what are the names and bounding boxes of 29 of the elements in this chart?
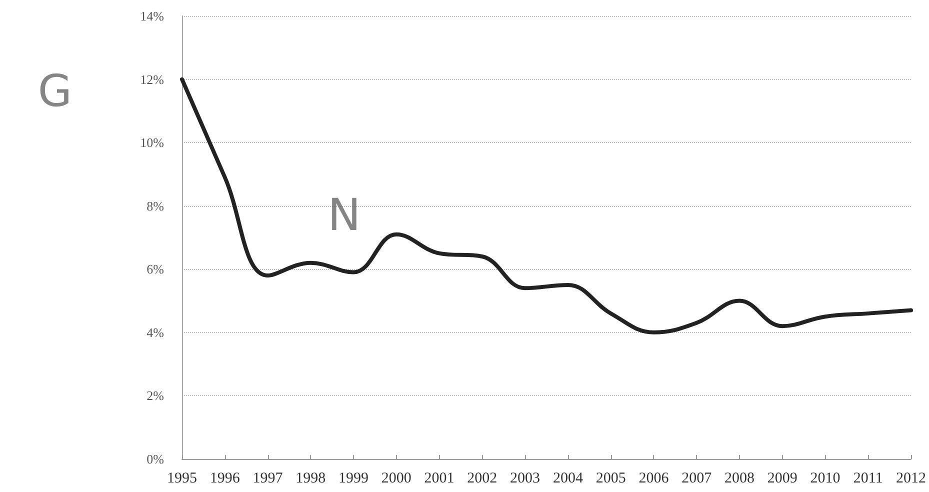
y-tick-label: 10% [140,135,164,150]
y-tick-label: 8% [146,198,164,214]
y-tick-label: 12% [140,72,164,87]
x-tick-label: 2008 [724,470,754,486]
x-tick-label: 2011 [853,470,883,486]
annotation: N [328,190,361,241]
annotation: G [38,66,72,117]
x-tick-label: 2000 [381,470,412,486]
y-tick-label: 4% [146,324,164,340]
x-tick-label: 1995 [167,470,197,486]
x-tick-label: 2010 [810,470,840,486]
y-tick-label: 2% [146,388,164,404]
x-tick-label: 2005 [596,470,626,486]
x-tick-label: 1998 [296,470,326,486]
x-tick-label: 2009 [767,470,798,486]
x-tick-label: 2002 [467,470,498,486]
y-tick-label: 6% [146,262,164,277]
line-series [180,77,913,334]
x-tick-label: 1996 [210,470,240,486]
x-tick-label: 2007 [682,470,712,486]
y-tick-label: 0% [146,452,164,466]
x-tick-label: 1999 [338,470,369,486]
x-tick-label: 2004 [552,470,584,486]
x-tick-label: 2012 [896,470,926,486]
x-tick-label: 2003 [510,470,540,486]
y-tick-label: 14% [140,8,164,24]
x-tick-label: 2001 [424,470,454,486]
x-tick-label: 1997 [252,470,284,486]
x-tick-label: 2006 [638,470,670,486]
